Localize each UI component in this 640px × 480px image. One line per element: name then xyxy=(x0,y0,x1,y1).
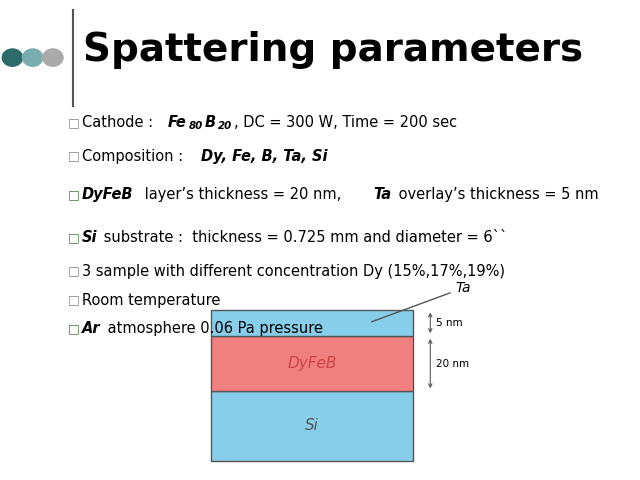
Circle shape xyxy=(43,49,63,66)
Text: , DC = 300 W, Time = 200 sec: , DC = 300 W, Time = 200 sec xyxy=(234,115,457,130)
Text: Cathode :: Cathode : xyxy=(81,115,157,130)
Text: atmosphere 0.06 Pa pressure: atmosphere 0.06 Pa pressure xyxy=(102,321,323,336)
Text: B: B xyxy=(205,115,216,130)
Text: □: □ xyxy=(67,293,79,307)
Text: □: □ xyxy=(67,116,79,129)
Circle shape xyxy=(22,49,43,66)
Text: 5 nm: 5 nm xyxy=(436,318,463,328)
Text: substrate :  thickness = 0.725 mm and diameter = 6``: substrate : thickness = 0.725 mm and dia… xyxy=(99,230,508,245)
Text: 20 nm: 20 nm xyxy=(436,359,469,369)
Text: DyFeB: DyFeB xyxy=(81,187,133,202)
Text: □: □ xyxy=(67,322,79,336)
Text: □: □ xyxy=(67,264,79,278)
Text: Dy, Fe, B, Ta, Si: Dy, Fe, B, Ta, Si xyxy=(202,148,328,164)
Text: □: □ xyxy=(67,149,79,163)
Bar xyxy=(211,391,413,461)
Bar xyxy=(211,336,413,391)
Text: Spattering parameters: Spattering parameters xyxy=(83,31,584,70)
Text: □: □ xyxy=(67,231,79,244)
Text: Composition :: Composition : xyxy=(81,148,188,164)
Text: □: □ xyxy=(67,188,79,201)
Text: DyFeB: DyFeB xyxy=(287,356,337,371)
Text: 20: 20 xyxy=(218,121,232,131)
Text: 3 sample with different concentration Dy (15%,17%,19%): 3 sample with different concentration Dy… xyxy=(81,264,504,279)
Circle shape xyxy=(3,49,22,66)
Text: Si: Si xyxy=(305,419,319,433)
Text: layerʼs thickness = 20 nm,: layerʼs thickness = 20 nm, xyxy=(140,187,346,202)
Text: 80: 80 xyxy=(189,121,203,131)
Text: Si: Si xyxy=(81,230,97,245)
Text: Ta: Ta xyxy=(371,281,471,322)
Text: Fe: Fe xyxy=(168,115,186,130)
Text: Ar: Ar xyxy=(81,321,100,336)
Text: Room temperature: Room temperature xyxy=(81,292,220,308)
Text: Ta: Ta xyxy=(373,187,392,202)
Bar xyxy=(211,310,413,336)
Text: overlayʼs thickness = 5 nm: overlayʼs thickness = 5 nm xyxy=(394,187,598,202)
